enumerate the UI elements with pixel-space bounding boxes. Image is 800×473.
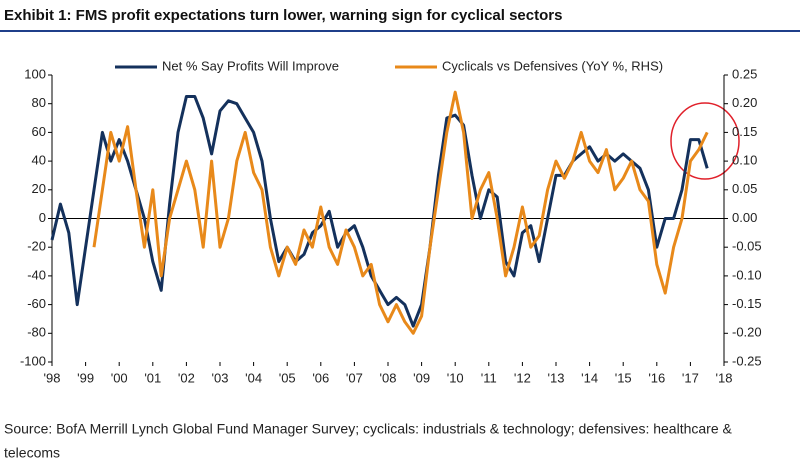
y2-tick-label: 0.25 bbox=[732, 66, 757, 81]
y2-tick-label: -0.25 bbox=[732, 353, 762, 368]
x-tick-label: '09 bbox=[413, 370, 430, 385]
x-tick-label: '15 bbox=[615, 370, 632, 385]
y-tick-label: 0 bbox=[39, 210, 46, 225]
y-tick-label: -80 bbox=[27, 325, 46, 340]
x-tick-label: '01 bbox=[144, 370, 161, 385]
y2-tick-label: 0.00 bbox=[732, 210, 757, 225]
x-tick-label: '13 bbox=[548, 370, 565, 385]
data-line bbox=[92, 90, 709, 335]
x-tick-label: '11 bbox=[481, 370, 497, 385]
y2-tick-label: 0.05 bbox=[732, 181, 757, 196]
x-tick-label: '02 bbox=[178, 370, 195, 385]
x-tick-label: '16 bbox=[648, 370, 665, 385]
legend-label: Net % Say Profits Will Improve bbox=[162, 58, 339, 73]
x-tick-label: '10 bbox=[447, 370, 464, 385]
chart-title: Exhibit 1: FMS profit expectations turn … bbox=[4, 7, 562, 24]
x-tick-label: '06 bbox=[312, 370, 329, 385]
source-note: Source: BofA Merrill Lynch Global Fund M… bbox=[4, 421, 732, 437]
y2-tick-label: 0.10 bbox=[732, 153, 757, 168]
y-tick-label: 20 bbox=[32, 181, 46, 196]
x-tick-label: '07 bbox=[346, 370, 363, 385]
y2-tick-label: -0.05 bbox=[732, 239, 762, 254]
y2-tick-label: -0.20 bbox=[732, 325, 762, 340]
y-tick-label: 40 bbox=[32, 153, 46, 168]
y-tick-label: -40 bbox=[27, 267, 46, 282]
y2-tick-label: 0.15 bbox=[732, 124, 757, 139]
y-tick-label: -100 bbox=[20, 353, 46, 368]
y-tick-label: 60 bbox=[32, 124, 46, 139]
y2-tick-label: -0.15 bbox=[732, 296, 762, 311]
y-tick-label: 80 bbox=[32, 95, 46, 110]
x-tick-label: '17 bbox=[682, 370, 699, 385]
x-tick-label: '08 bbox=[380, 370, 397, 385]
x-tick-label: '14 bbox=[581, 370, 598, 385]
x-tick-label: '00 bbox=[111, 370, 128, 385]
y-tick-label: -60 bbox=[27, 296, 46, 311]
x-tick-label: '04 bbox=[245, 370, 262, 385]
y2-tick-label: 0.20 bbox=[732, 95, 757, 110]
x-tick-label: '12 bbox=[514, 370, 531, 385]
y-tick-label: -20 bbox=[27, 239, 46, 254]
legend-label: Cyclicals vs Defensives (YoY %, RHS) bbox=[442, 58, 663, 73]
x-tick-label: '98 bbox=[44, 370, 61, 385]
data-line bbox=[50, 95, 709, 328]
y-tick-label: 100 bbox=[24, 66, 46, 81]
x-tick-label: '99 bbox=[77, 370, 94, 385]
y2-tick-label: -0.10 bbox=[732, 267, 762, 282]
x-tick-label: '18 bbox=[716, 370, 733, 385]
x-tick-label: '03 bbox=[212, 370, 229, 385]
highlight-circle bbox=[670, 102, 740, 180]
source-note: telecoms bbox=[4, 445, 60, 461]
x-tick-label: '05 bbox=[279, 370, 296, 385]
